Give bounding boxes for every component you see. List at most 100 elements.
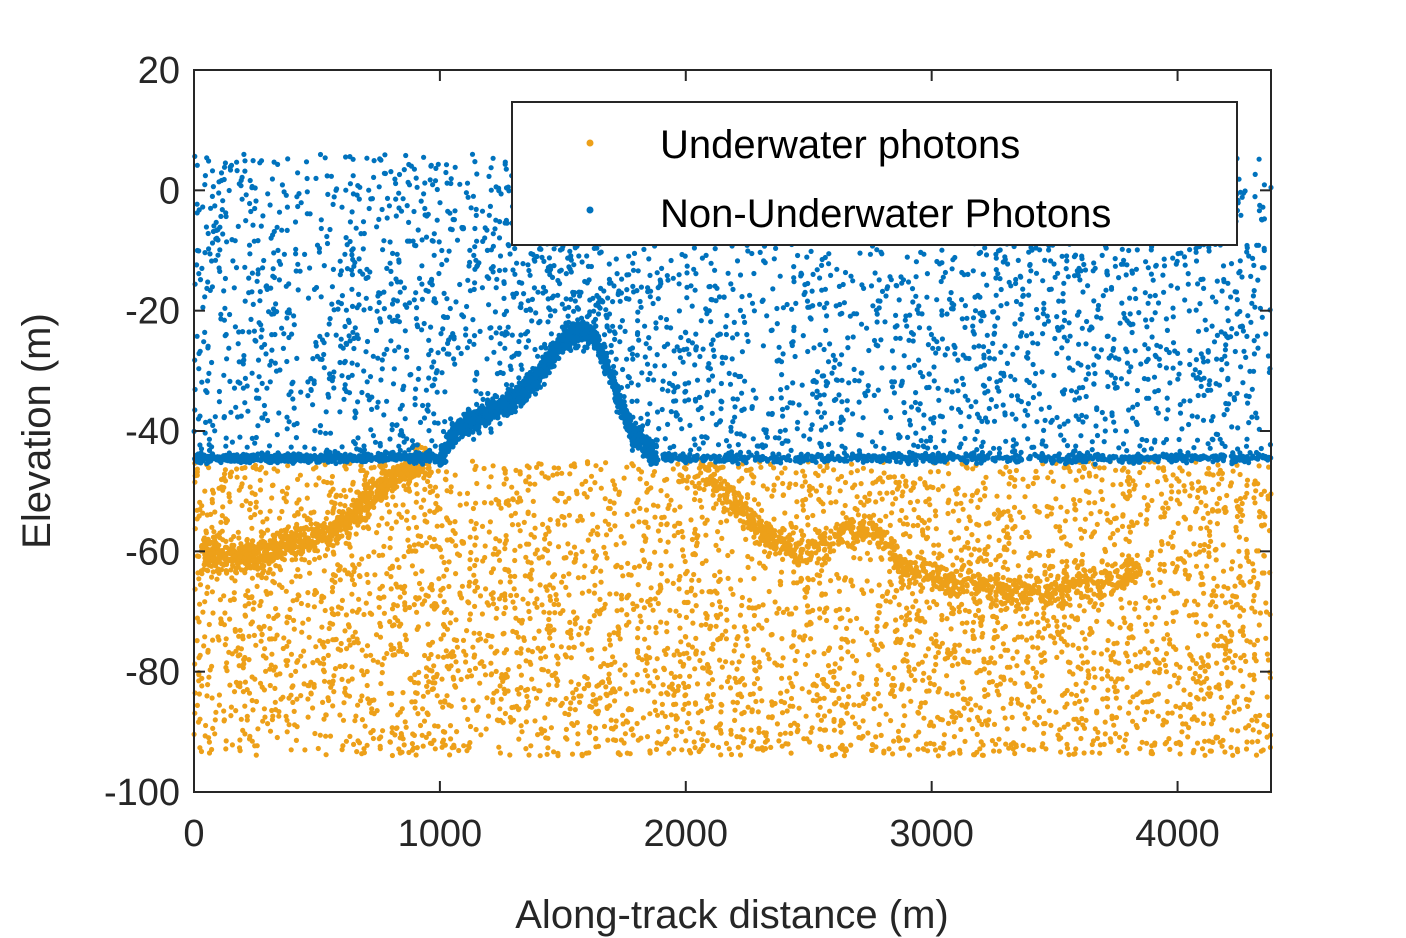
underwater-photon-point — [567, 631, 574, 637]
underwater-photon-point — [1163, 739, 1170, 745]
underwater-photon-point — [664, 521, 670, 527]
underwater-photon-point — [514, 650, 520, 656]
underwater-photon-point — [1160, 722, 1166, 728]
underwater-photon-point — [361, 672, 367, 678]
underwater-photon-point — [1117, 625, 1123, 631]
underwater-photon-point — [692, 530, 698, 536]
underwater-photon-point — [525, 487, 531, 493]
underwater-photon-point — [693, 648, 700, 654]
underwater-photon-point — [260, 519, 266, 525]
underwater-photon-point — [1036, 694, 1042, 701]
underwater-photon-point — [918, 700, 925, 706]
underwater-photon-point — [726, 674, 732, 680]
underwater-photon-point — [837, 616, 843, 622]
underwater-photon-point — [313, 482, 319, 488]
underwater-photon-point — [1202, 668, 1208, 674]
underwater-photon-point — [965, 545, 972, 551]
underwater-photon-point — [561, 555, 567, 561]
underwater-photon-point — [296, 497, 302, 503]
underwater-photon-point — [363, 600, 369, 606]
underwater-photon-point — [1235, 506, 1241, 512]
underwater-photon-point — [971, 635, 977, 641]
underwater-photon-point — [1105, 668, 1111, 674]
underwater-photon-point — [911, 507, 917, 513]
underwater-photon-point — [1219, 470, 1225, 476]
underwater-photon-point — [488, 660, 494, 666]
underwater-photon-point — [387, 535, 393, 542]
underwater-photon-point — [1104, 510, 1110, 517]
seabed-photon-point — [228, 567, 234, 573]
underwater-photon-point — [598, 664, 604, 670]
underwater-photon-point — [1197, 542, 1203, 549]
underwater-photon-point — [248, 621, 254, 627]
underwater-photon-point — [547, 635, 553, 641]
underwater-photon-point — [447, 723, 454, 729]
underwater-photon-point — [727, 511, 733, 517]
underwater-photon-point — [870, 480, 876, 486]
underwater-photon-point — [1069, 613, 1075, 619]
underwater-photon-point — [1080, 722, 1086, 728]
underwater-photon-point — [825, 663, 832, 669]
underwater-photon-point — [933, 526, 939, 532]
underwater-photon-point — [284, 729, 290, 735]
underwater-photon-point — [652, 668, 658, 674]
underwater-photon-point — [1177, 664, 1183, 670]
underwater-photon-point — [276, 515, 283, 521]
underwater-photon-point — [779, 710, 786, 716]
underwater-photon-point — [354, 749, 360, 755]
underwater-photon-point — [366, 525, 372, 532]
underwater-photon-point — [895, 728, 902, 735]
underwater-photon-point — [1170, 560, 1176, 567]
underwater-photon-point — [1264, 651, 1270, 657]
underwater-photon-point — [1145, 650, 1151, 656]
underwater-photon-point — [402, 719, 408, 725]
underwater-photon-point — [906, 664, 912, 670]
underwater-photon-point — [391, 602, 397, 608]
underwater-photon-point — [718, 709, 724, 715]
underwater-photon-point — [263, 655, 269, 661]
underwater-photon-point — [804, 603, 811, 609]
underwater-photon-point — [1214, 501, 1220, 507]
underwater-photon-point — [945, 510, 951, 517]
underwater-photon-point — [1068, 691, 1075, 697]
underwater-photon-point — [351, 581, 357, 588]
underwater-photon-point — [330, 584, 336, 591]
underwater-photon-point — [200, 609, 206, 615]
underwater-photon-point — [710, 691, 716, 698]
underwater-photon-point — [817, 726, 823, 732]
underwater-photon-point — [976, 547, 982, 553]
underwater-photon-point — [1127, 600, 1133, 606]
underwater-photon-point — [612, 659, 618, 665]
underwater-photon-point — [908, 672, 914, 679]
underwater-photon-point — [389, 725, 395, 731]
underwater-photon-point — [646, 645, 652, 651]
underwater-photon-point — [684, 599, 690, 606]
underwater-photon-point — [991, 660, 998, 666]
underwater-photon-point — [757, 560, 763, 566]
underwater-photon-point — [488, 644, 494, 650]
underwater-photon-point — [362, 723, 368, 729]
underwater-photon-point — [250, 464, 256, 470]
underwater-photon-point — [305, 682, 311, 689]
underwater-photon-point — [457, 502, 463, 508]
underwater-photon-point — [401, 590, 407, 596]
underwater-photon-point — [555, 518, 561, 524]
underwater-photon-point — [1094, 618, 1100, 625]
underwater-photon-point — [532, 525, 538, 531]
underwater-photon-point — [327, 733, 334, 739]
underwater-photon-point — [323, 733, 329, 739]
underwater-photon-point — [232, 628, 238, 634]
underwater-photon-point — [1058, 504, 1064, 510]
underwater-photon-point — [454, 644, 460, 650]
underwater-photon-point — [413, 571, 419, 577]
underwater-photon-point — [587, 486, 594, 492]
underwater-photon-point — [284, 614, 290, 620]
underwater-photon-point — [323, 712, 329, 718]
underwater-photon-point — [623, 622, 630, 628]
underwater-photon-point — [1034, 508, 1040, 514]
underwater-photon-point — [579, 549, 585, 555]
underwater-photon-point — [269, 495, 275, 501]
underwater-photon-point — [856, 702, 862, 709]
underwater-photon-point — [1033, 670, 1040, 676]
underwater-photon-point — [1202, 622, 1208, 628]
